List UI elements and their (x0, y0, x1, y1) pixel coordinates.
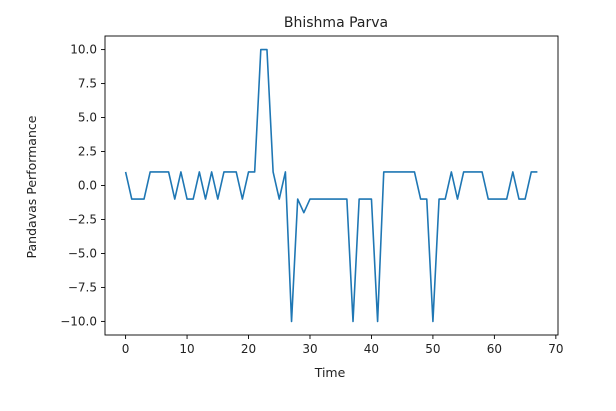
x-tick-label: 40 (364, 342, 379, 356)
x-tick-label: 10 (179, 342, 194, 356)
y-tick-label: 2.5 (78, 145, 97, 159)
y-tick-label: −7.5 (68, 280, 97, 294)
y-tick-label: 5.0 (78, 111, 97, 125)
x-tick-label: 0 (122, 342, 130, 356)
y-tick-label: −5.0 (68, 246, 97, 260)
axes: 0 10 20 30 40 50 60 70 10.0 7.5 5.0 2.5 0.0 −2.5 −5.0 −… (60, 35, 563, 356)
plot-area (124, 48, 538, 323)
chart-title: Bhishma Parva (284, 15, 388, 31)
y-tick-label: 0.0 (78, 179, 97, 193)
x-tick-label: 60 (487, 342, 502, 356)
x-tick-label: 20 (241, 342, 256, 356)
series-line-0 (124, 48, 538, 323)
y-tick-label: 7.5 (78, 77, 97, 91)
x-tick-label: 70 (548, 342, 563, 356)
x-tick-label: 50 (425, 342, 440, 356)
y-axis-label: Pandavas Performance (24, 115, 39, 258)
y-tick-label: −2.5 (68, 212, 97, 226)
x-tick-label: 30 (302, 342, 317, 356)
x-axis-label: Time (314, 365, 346, 380)
plot-frame (104, 35, 559, 336)
y-tick-label: −10.0 (60, 314, 97, 328)
y-tick-label: 10.0 (70, 43, 97, 57)
